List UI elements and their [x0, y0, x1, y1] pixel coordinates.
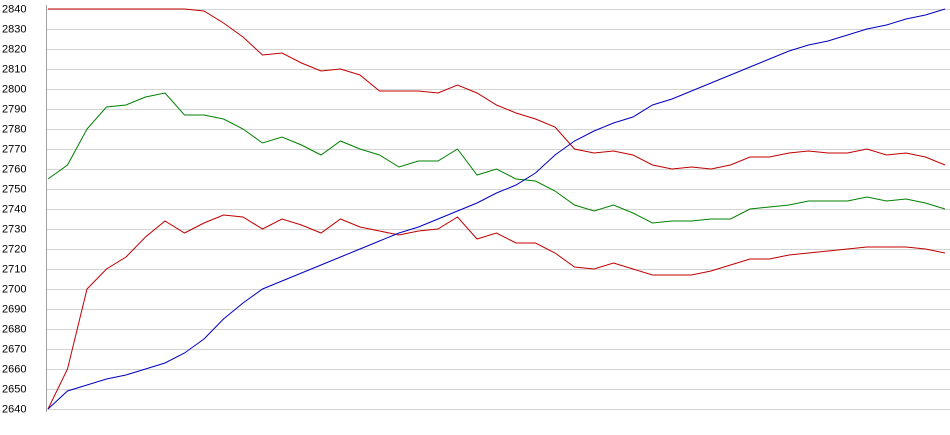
y-tick-label: 2720	[2, 243, 26, 255]
y-tick-label: 2750	[2, 183, 26, 195]
y-tick-label: 2820	[2, 43, 26, 55]
series-line	[48, 8, 946, 170]
y-tick-label: 2700	[2, 283, 26, 295]
y-tick-label: 2730	[2, 223, 26, 235]
series-line	[47, 8, 946, 410]
y-tick-label: 2670	[2, 343, 26, 355]
y-tick-label: 2740	[2, 203, 26, 215]
grid: 2640 2650 2660 2670 2680 2690 2700 2710 2720 2730…	[2, 3, 950, 415]
y-tick-label: 2760	[2, 163, 26, 175]
series-line	[47, 214, 946, 410]
y-tick-label: 2800	[2, 83, 26, 95]
y-tick-label: 2830	[2, 23, 26, 35]
lines	[47, 8, 946, 410]
y-tick-label: 2780	[2, 123, 26, 135]
y-tick-label: 2650	[2, 383, 26, 395]
y-tick-label: 2790	[2, 103, 26, 115]
y-tick-label: 2710	[2, 263, 26, 275]
series-line	[47, 92, 946, 224]
y-tick-label: 2640	[2, 403, 26, 415]
y-tick-label: 2690	[2, 303, 26, 315]
y-tick-label: 2680	[2, 323, 26, 335]
y-tick-label: 2840	[2, 3, 26, 15]
y-tick-label: 2660	[2, 363, 26, 375]
y-tick-label: 2810	[2, 63, 26, 75]
y-tick-label: 2770	[2, 143, 26, 155]
